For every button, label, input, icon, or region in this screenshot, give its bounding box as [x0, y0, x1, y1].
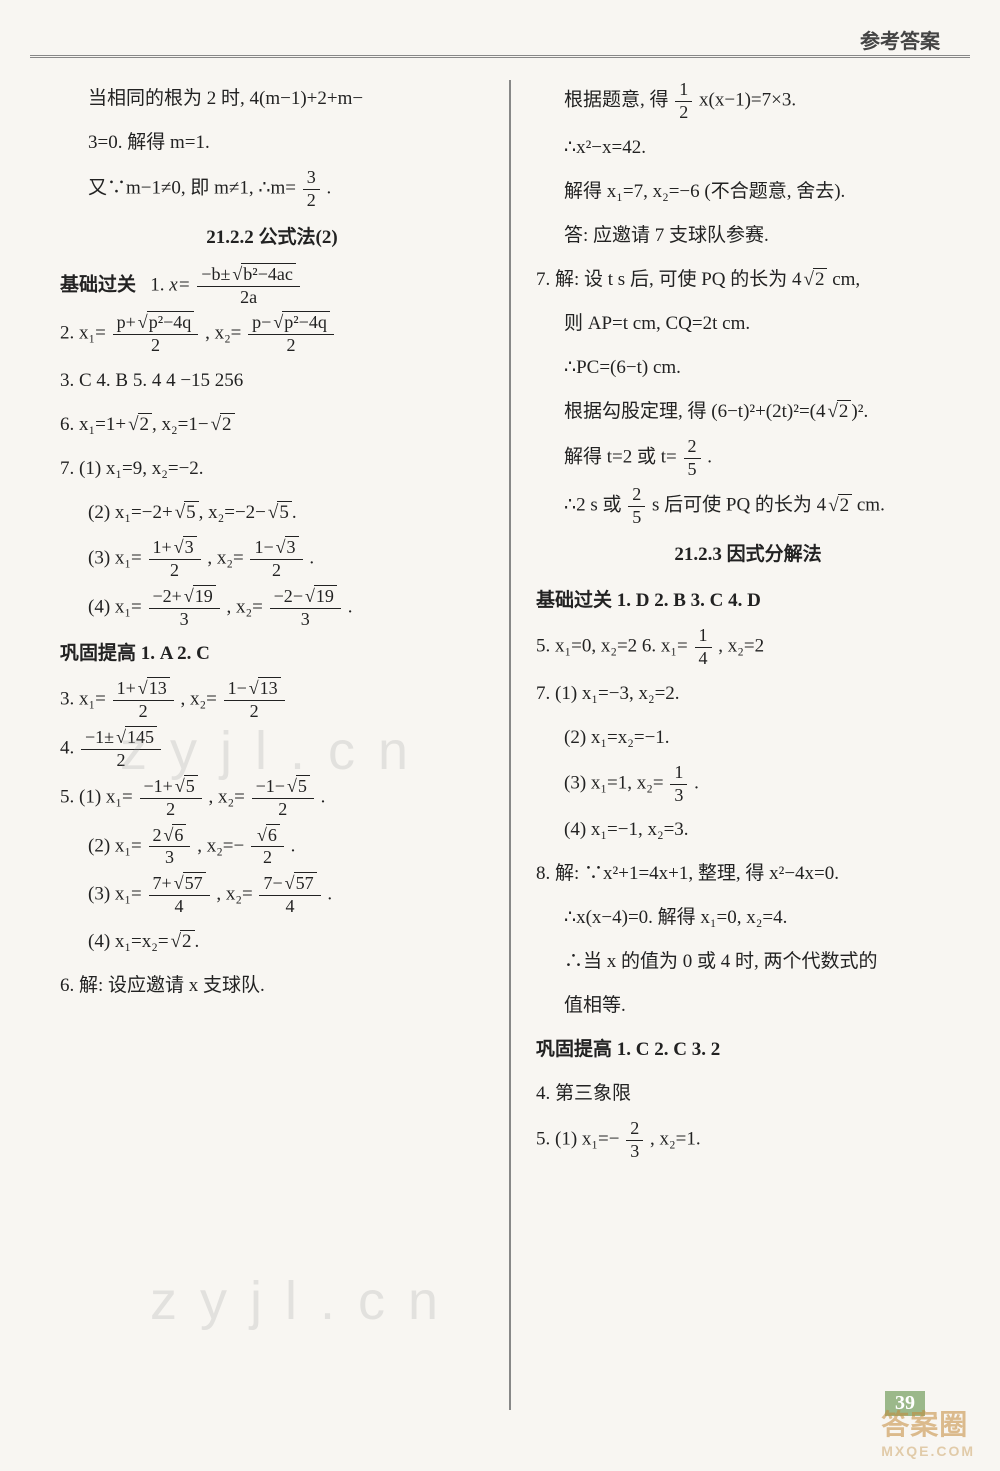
- page-header: 参考答案: [860, 25, 940, 54]
- right-column: 根据题意, 得 12 x(x−1)=7×3. ∴x²−x=42. 解得 x₁=7…: [536, 80, 960, 1410]
- subsection-label: 巩固提高 1. C 2. C 3. 2: [536, 1039, 720, 1060]
- text-line: 值相等.: [536, 987, 960, 1025]
- text-line: 又∵m−1≠0, 即 m≠1, ∴m= 32 .: [60, 168, 484, 211]
- text-line: 解得 t=2 或 t= 25 .: [536, 437, 960, 480]
- text-line: 基础过关 1. x= −b±b²−4ac 2a: [60, 265, 484, 308]
- text: .: [326, 178, 331, 199]
- content-area: 当相同的根为 2 时, 4(m−1)+2+m− 3=0. 解得 m=1. 又∵m…: [60, 80, 960, 1410]
- text-line: 基础过关 1. D 2. B 3. C 4. D: [536, 582, 960, 620]
- text-line: 3=0. 解得 m=1.: [60, 124, 484, 162]
- text-line: 巩固提高 1. C 2. C 3. 2: [536, 1031, 960, 1069]
- text-line: ∴2 s 或 25 s 后可使 PQ 的长为 42 cm.: [536, 485, 960, 528]
- text-line: (3) x₁=1, x₂= 13 .: [536, 763, 960, 806]
- text-line: 7. 解: 设 t s 后, 可使 PQ 的长为 42 cm,: [536, 261, 960, 299]
- fraction: 32: [303, 168, 320, 211]
- text-line: 4. −1±1452: [60, 728, 484, 771]
- text-line: 巩固提高 1. A 2. C: [60, 635, 484, 673]
- text-line: (4) x₁=x₂=2.: [60, 923, 484, 961]
- text-line: 2. x₁= p+p²−4q2 , x₂= p−p²−4q2: [60, 313, 484, 356]
- corner-logo: 答案圈 MXQE.COM: [881, 1403, 975, 1459]
- text-line: 5. (1) x₁= −1+52 , x₂= −1−52 .: [60, 777, 484, 820]
- text-line: 8. 解: ∵x²+1=4x+1, 整理, 得 x²−4x=0.: [536, 855, 960, 893]
- text-line: ∴当 x 的值为 0 或 4 时, 两个代数式的: [536, 943, 960, 981]
- left-column: 当相同的根为 2 时, 4(m−1)+2+m− 3=0. 解得 m=1. 又∵m…: [60, 80, 484, 1410]
- text-line: (2) x₁=−2+5, x₂=−2−5.: [60, 494, 484, 532]
- corner-url: MXQE.COM: [881, 1443, 975, 1459]
- text-line: 则 AP=t cm, CQ=2t cm.: [536, 305, 960, 343]
- text-line: 根据题意, 得 12 x(x−1)=7×3.: [536, 80, 960, 123]
- text-line: (3) x₁= 1+32 , x₂= 1−32 .: [60, 538, 484, 581]
- header-rule: [30, 55, 970, 58]
- text-line: (4) x₁= −2+193 , x₂= −2−193 .: [60, 587, 484, 630]
- text-line: (4) x₁=−1, x₂=3.: [536, 811, 960, 849]
- subsection-label: 基础过关: [60, 274, 136, 295]
- text-line: 根据勾股定理, 得 (6−t)²+(2t)²=(42)².: [536, 393, 960, 431]
- text-line: 3. x₁= 1+132 , x₂= 1−132: [60, 679, 484, 722]
- text-line: (2) x₁=x₂=−1.: [536, 719, 960, 757]
- text-line: 答: 应邀请 7 支球队参赛.: [536, 217, 960, 255]
- text-line: ∴x²−x=42.: [536, 129, 960, 167]
- text-line: 7. (1) x₁=9, x₂=−2.: [60, 450, 484, 488]
- text-line: 当相同的根为 2 时, 4(m−1)+2+m−: [60, 80, 484, 118]
- text-line: 5. (1) x₁=− 23 , x₂=1.: [536, 1119, 960, 1162]
- text-line: 4. 第三象限: [536, 1075, 960, 1113]
- text-line: 6. 解: 设应邀请 x 支球队.: [60, 967, 484, 1005]
- text-line: ∴PC=(6−t) cm.: [536, 349, 960, 387]
- section-title: 21.2.2 公式法(2): [60, 219, 484, 257]
- text-line: 6. x₁=1+2, x₂=1−2: [60, 406, 484, 444]
- text: 又∵m−1≠0, 即 m≠1, ∴m=: [88, 178, 296, 199]
- text-line: 5. x₁=0, x₂=2 6. x₁= 14 , x₂=2: [536, 626, 960, 669]
- text-line: ∴x(x−4)=0. 解得 x₁=0, x₂=4.: [536, 899, 960, 937]
- section-title: 21.2.3 因式分解法: [536, 536, 960, 574]
- text-line: 7. (1) x₁=−3, x₂=2.: [536, 675, 960, 713]
- column-divider: [509, 80, 511, 1410]
- fraction: −b±b²−4ac 2a: [197, 265, 300, 308]
- subsection-label: 巩固提高 1. A 2. C: [60, 643, 210, 664]
- text-line: (2) x₁= 263 , x₂=− 62 .: [60, 826, 484, 869]
- text-line: 解得 x₁=7, x₂=−6 (不合题意, 舍去).: [536, 173, 960, 211]
- text-line: 3. C 4. B 5. 4 4 −15 256: [60, 362, 484, 400]
- subsection-label: 基础过关 1. D 2. B 3. C 4. D: [536, 590, 761, 611]
- text-line: (3) x₁= 7+574 , x₂= 7−574 .: [60, 874, 484, 917]
- corner-brand: 答案圈: [881, 1409, 968, 1440]
